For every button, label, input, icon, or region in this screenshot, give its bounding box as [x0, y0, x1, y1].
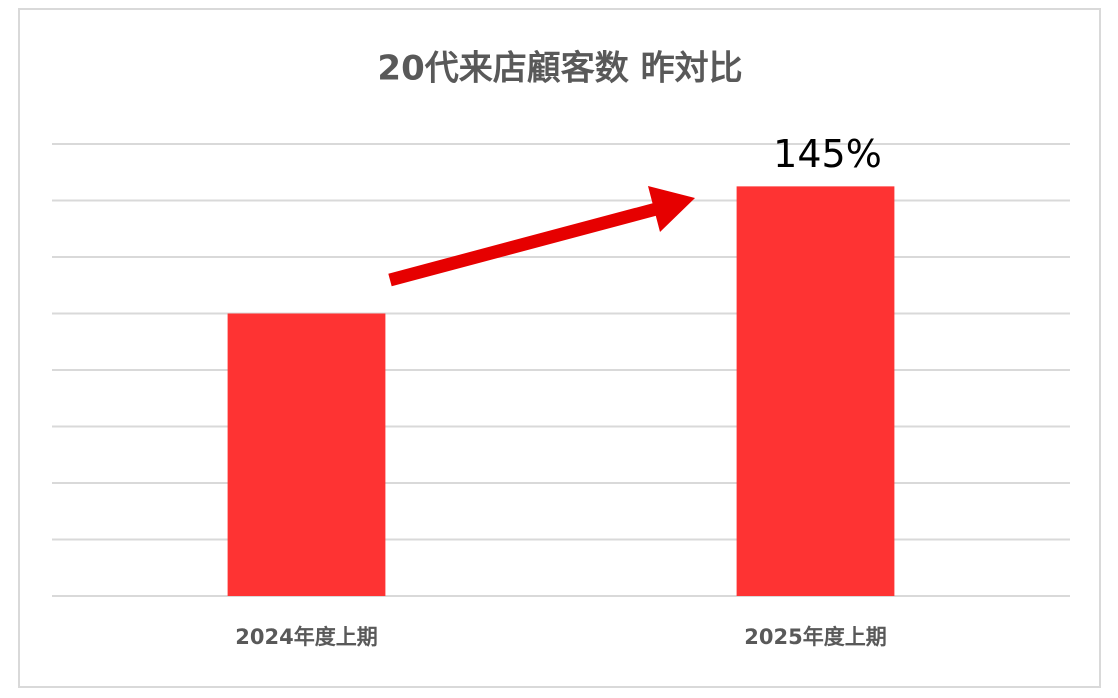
bar [227, 313, 386, 596]
chart-frame [18, 8, 1101, 688]
value-label: 145% [773, 132, 882, 176]
x-tick-label: 2024年度上期 [235, 625, 377, 649]
arrow-shaft [388, 201, 662, 287]
arrow-head [648, 186, 695, 232]
marks [227, 186, 895, 596]
bar [736, 186, 895, 596]
trend-arrow [388, 186, 695, 287]
x-tick-label: 2025年度上期 [744, 625, 886, 649]
grid [52, 143, 1070, 597]
chart-title: 20代来店顧客数 昨対比 [377, 49, 742, 89]
